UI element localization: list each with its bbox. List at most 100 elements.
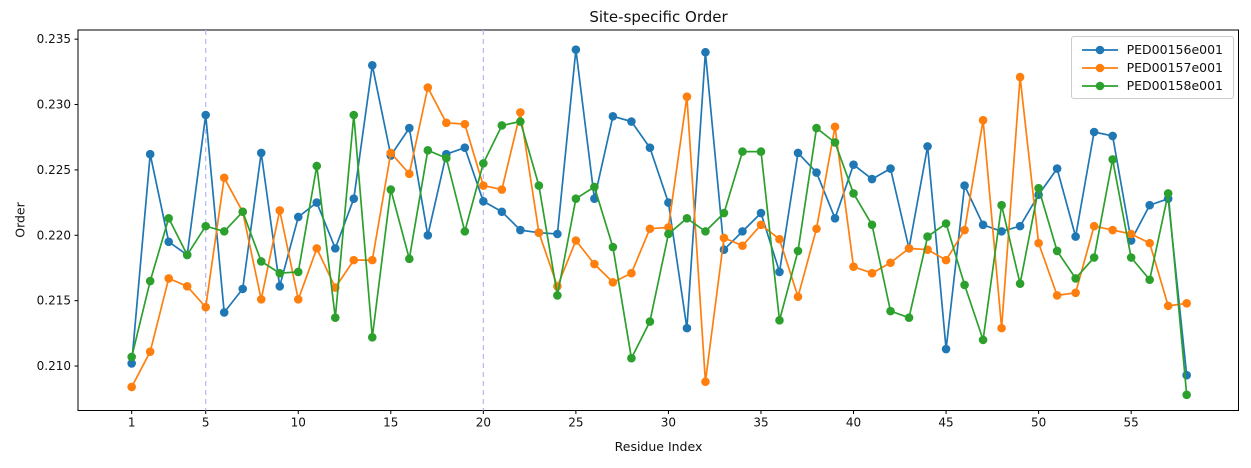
legend-marker-icon	[1081, 45, 1118, 54]
data-point-marker	[997, 227, 1006, 236]
data-point-marker	[497, 207, 507, 217]
y-tick-label: 0.210	[37, 359, 71, 373]
data-point-marker	[941, 219, 951, 228]
data-point-marker	[497, 121, 507, 130]
x-tick-label: 30	[661, 416, 676, 430]
x-tick-label: 15	[383, 416, 398, 430]
data-point-marker	[682, 92, 692, 101]
data-point-marker	[904, 244, 914, 253]
data-point-marker	[275, 206, 285, 215]
y-tick-label: 0.215	[37, 294, 71, 308]
legend-marker-icon	[1081, 63, 1118, 72]
data-point-marker	[571, 45, 581, 54]
data-point-marker	[664, 229, 673, 239]
legend-label: PED00158e001	[1126, 78, 1223, 93]
data-point-marker	[1108, 225, 1117, 235]
y-tick-label: 0.235	[37, 32, 71, 46]
data-point-marker	[423, 230, 433, 240]
data-point-marker	[719, 208, 729, 218]
data-point-marker	[293, 295, 303, 304]
data-point-marker	[1126, 229, 1136, 239]
data-point-marker	[349, 110, 359, 120]
series-line	[130, 114, 1188, 395]
x-tick-label: 55	[1124, 416, 1139, 430]
data-point-marker	[775, 267, 784, 277]
data-point-marker	[479, 196, 488, 206]
data-point-marker	[516, 225, 525, 235]
data-point-marker	[719, 245, 729, 254]
data-point-marker	[182, 281, 192, 291]
data-point-marker	[182, 250, 192, 260]
data-point-marker	[793, 148, 803, 158]
data-point-marker	[812, 168, 821, 177]
data-point-marker	[590, 259, 599, 269]
data-point-marker	[1182, 390, 1191, 400]
data-point-marker	[886, 164, 895, 173]
data-point-marker	[756, 147, 766, 156]
data-point-marker	[330, 244, 340, 253]
data-point-marker	[719, 233, 729, 243]
data-point-marker	[367, 61, 377, 70]
data-point-marker	[534, 228, 544, 237]
data-point-marker	[534, 181, 544, 190]
data-point-marker	[904, 313, 914, 322]
data-point-marker	[1015, 221, 1025, 231]
legend-label: PED00157e001	[1126, 60, 1223, 75]
data-point-marker	[1071, 274, 1080, 283]
data-point-marker	[1015, 72, 1025, 82]
x-tick-label: 25	[568, 416, 583, 430]
data-point-marker	[645, 143, 655, 152]
data-point-marker	[738, 147, 747, 156]
legend-item: PED00157e001	[1080, 60, 1223, 75]
legend-item: PED00156e001	[1080, 42, 1223, 57]
x-tick-label: 50	[1031, 416, 1046, 430]
data-point-marker	[830, 213, 840, 223]
data-point-marker	[867, 268, 877, 278]
data-point-marker	[960, 225, 969, 235]
data-point-marker	[775, 234, 784, 244]
series-line	[130, 76, 1187, 388]
data-point-marker	[256, 148, 266, 158]
data-point-marker	[571, 194, 581, 203]
data-point-marker	[423, 83, 433, 92]
data-point-marker	[701, 227, 710, 236]
data-point-marker	[1163, 189, 1173, 198]
data-point-marker	[275, 268, 285, 278]
x-tick-label: 45	[938, 416, 953, 430]
data-point-marker	[960, 280, 969, 290]
data-point-marker	[1089, 253, 1099, 262]
data-point-marker	[960, 181, 969, 190]
data-point-marker	[164, 274, 173, 283]
data-point-marker	[1034, 238, 1043, 248]
data-point-marker	[1145, 200, 1154, 210]
x-tick-label: 1	[128, 416, 136, 430]
data-point-marker	[367, 332, 377, 342]
data-point-marker	[941, 344, 951, 354]
data-point-marker	[997, 200, 1006, 210]
data-point-marker	[145, 347, 155, 356]
data-point-marker	[256, 295, 266, 304]
x-tick-label: 40	[846, 416, 861, 430]
data-point-marker	[460, 227, 470, 236]
data-point-marker	[923, 232, 932, 241]
data-point-marker	[682, 213, 692, 223]
data-point-marker	[793, 292, 803, 302]
data-point-marker	[1089, 127, 1099, 137]
data-point-marker	[145, 276, 155, 286]
data-point-marker	[479, 181, 488, 190]
data-point-marker	[664, 198, 673, 207]
data-point-marker	[442, 118, 451, 128]
data-point-marker	[553, 291, 562, 300]
data-point-marker	[682, 323, 692, 333]
data-point-marker	[590, 182, 599, 192]
data-point-marker	[738, 227, 747, 236]
data-point-marker	[1034, 183, 1043, 193]
data-point-marker	[571, 236, 581, 245]
data-point-marker	[256, 257, 266, 266]
data-point-marker	[738, 241, 747, 251]
data-point-marker	[701, 377, 710, 387]
data-point-marker	[460, 143, 470, 152]
data-point-marker	[127, 382, 136, 392]
data-point-marker	[275, 281, 285, 291]
